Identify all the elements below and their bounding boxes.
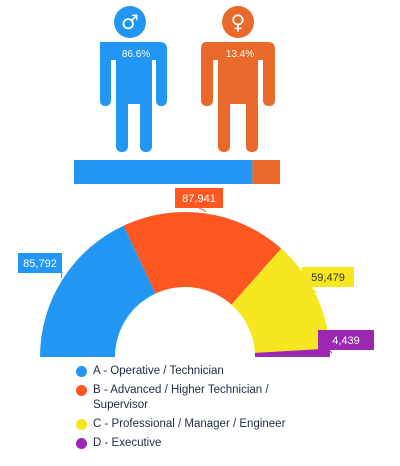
donut-value-label-b: 87,941 <box>182 193 216 205</box>
male-body-icon <box>100 42 167 152</box>
gender-figures: ♂ 86.6% ♀ 13.4% <box>100 6 275 152</box>
legend-item-d[interactable]: D - Executive <box>76 436 386 451</box>
female-figure: ♀ 13.4% <box>201 6 275 152</box>
donut-value-label-c: 59,479 <box>311 272 345 284</box>
female-head <box>222 6 254 38</box>
legend-item-b[interactable]: B - Advanced / Higher Technician / Super… <box>76 383 386 413</box>
donut-slice-c[interactable] <box>231 248 330 353</box>
donut-leader-b <box>198 207 207 212</box>
legend-label-c: C - Professional / Manager / Engineer <box>93 418 286 430</box>
legend-dot-d <box>76 438 87 449</box>
female-symbol-icon: ♀ <box>231 10 246 34</box>
donut-slice-b[interactable] <box>123 212 282 305</box>
legend-dot-b <box>76 385 87 396</box>
female-percent-label: 13.4% <box>226 49 254 60</box>
donut-slice-d[interactable] <box>254 348 330 357</box>
donut-slice-a[interactable] <box>40 225 156 357</box>
gender-stacked-bar <box>74 160 280 184</box>
male-symbol-icon: ♂ <box>121 10 139 34</box>
gender-bar-female-segment[interactable] <box>252 160 280 184</box>
donut-label-box-a <box>18 253 62 273</box>
donut-label-box-d <box>318 330 374 350</box>
legend-item-c[interactable]: C - Professional / Manager / Engineer <box>76 417 386 432</box>
male-head <box>114 6 146 38</box>
legend-item-a[interactable]: A - Operative / Technician <box>76 364 386 379</box>
gender-bar-male-segment[interactable] <box>74 160 253 184</box>
chart-legend: A - Operative / Technician B - Advanced … <box>76 364 386 455</box>
legend-dot-a <box>76 366 87 377</box>
legend-dot-c <box>76 419 87 430</box>
donut-label-box-c <box>302 267 354 287</box>
legend-label-d: D - Executive <box>93 437 162 449</box>
donut-value-label-a: 85,792 <box>23 258 57 270</box>
legend-label-a: A - Operative / Technician <box>93 365 224 377</box>
donut-label-box-b <box>175 188 223 208</box>
donut-leader-a <box>60 271 63 279</box>
female-body-icon <box>201 42 275 152</box>
donut-value-label-d: 4,439 <box>332 335 360 347</box>
legend-label-b: B - Advanced / Higher Technician / Super… <box>93 384 269 411</box>
male-figure: ♂ 86.6% <box>100 6 167 152</box>
male-percent-label: 86.6% <box>122 49 150 60</box>
